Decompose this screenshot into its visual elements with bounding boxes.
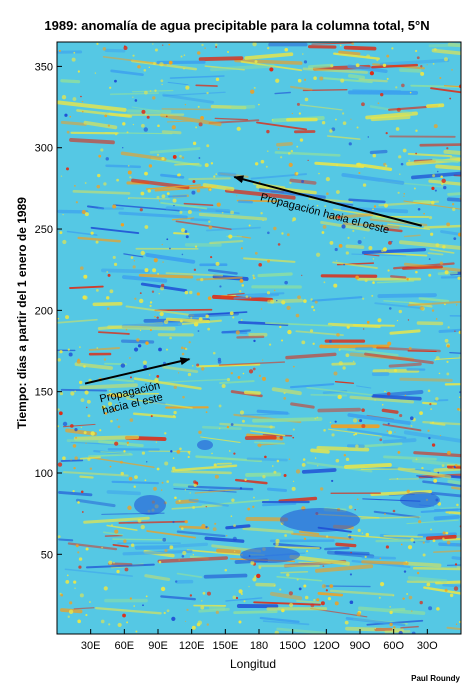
x-tick-label: 120E [179, 640, 205, 652]
y-tick-label: 100 [35, 468, 53, 480]
x-tick-label: 30O [417, 640, 438, 652]
y-tick-label: 150 [35, 387, 53, 399]
x-tick-label: 60E [115, 640, 135, 652]
x-axis-label: Longitud [230, 657, 276, 671]
x-tick-label: 180 [250, 640, 268, 652]
x-tick-label: 90O [350, 640, 371, 652]
chart-title: 1989: anomalía de agua precipitable para… [44, 18, 430, 33]
y-tick-label: 250 [35, 224, 53, 236]
annotation-arrow [233, 175, 422, 227]
y-tick-label: 350 [35, 61, 53, 73]
y-axis-ticks: 50 100 150 200 250 300 350 [35, 61, 62, 561]
y-tick-label: 50 [41, 549, 53, 561]
x-tick-label: 150O [279, 640, 306, 652]
x-axis-ticks: 30E 60E 90E 120E 150E 180 150O 120O 90O 60O 30O [81, 629, 438, 652]
x-tick-label: 90E [148, 640, 168, 652]
y-axis-label: Tiempo: días a partir del 1 enero de 198… [15, 197, 29, 429]
y-tick-label: 200 [35, 305, 53, 317]
y-tick-label: 300 [35, 143, 53, 155]
x-tick-label: 30E [81, 640, 101, 652]
x-tick-label: 60O [383, 640, 404, 652]
annotation-arrow [84, 357, 191, 385]
x-tick-label: 150E [212, 640, 238, 652]
credit-text: Paul Roundy [411, 674, 460, 683]
x-tick-label: 120O [313, 640, 340, 652]
